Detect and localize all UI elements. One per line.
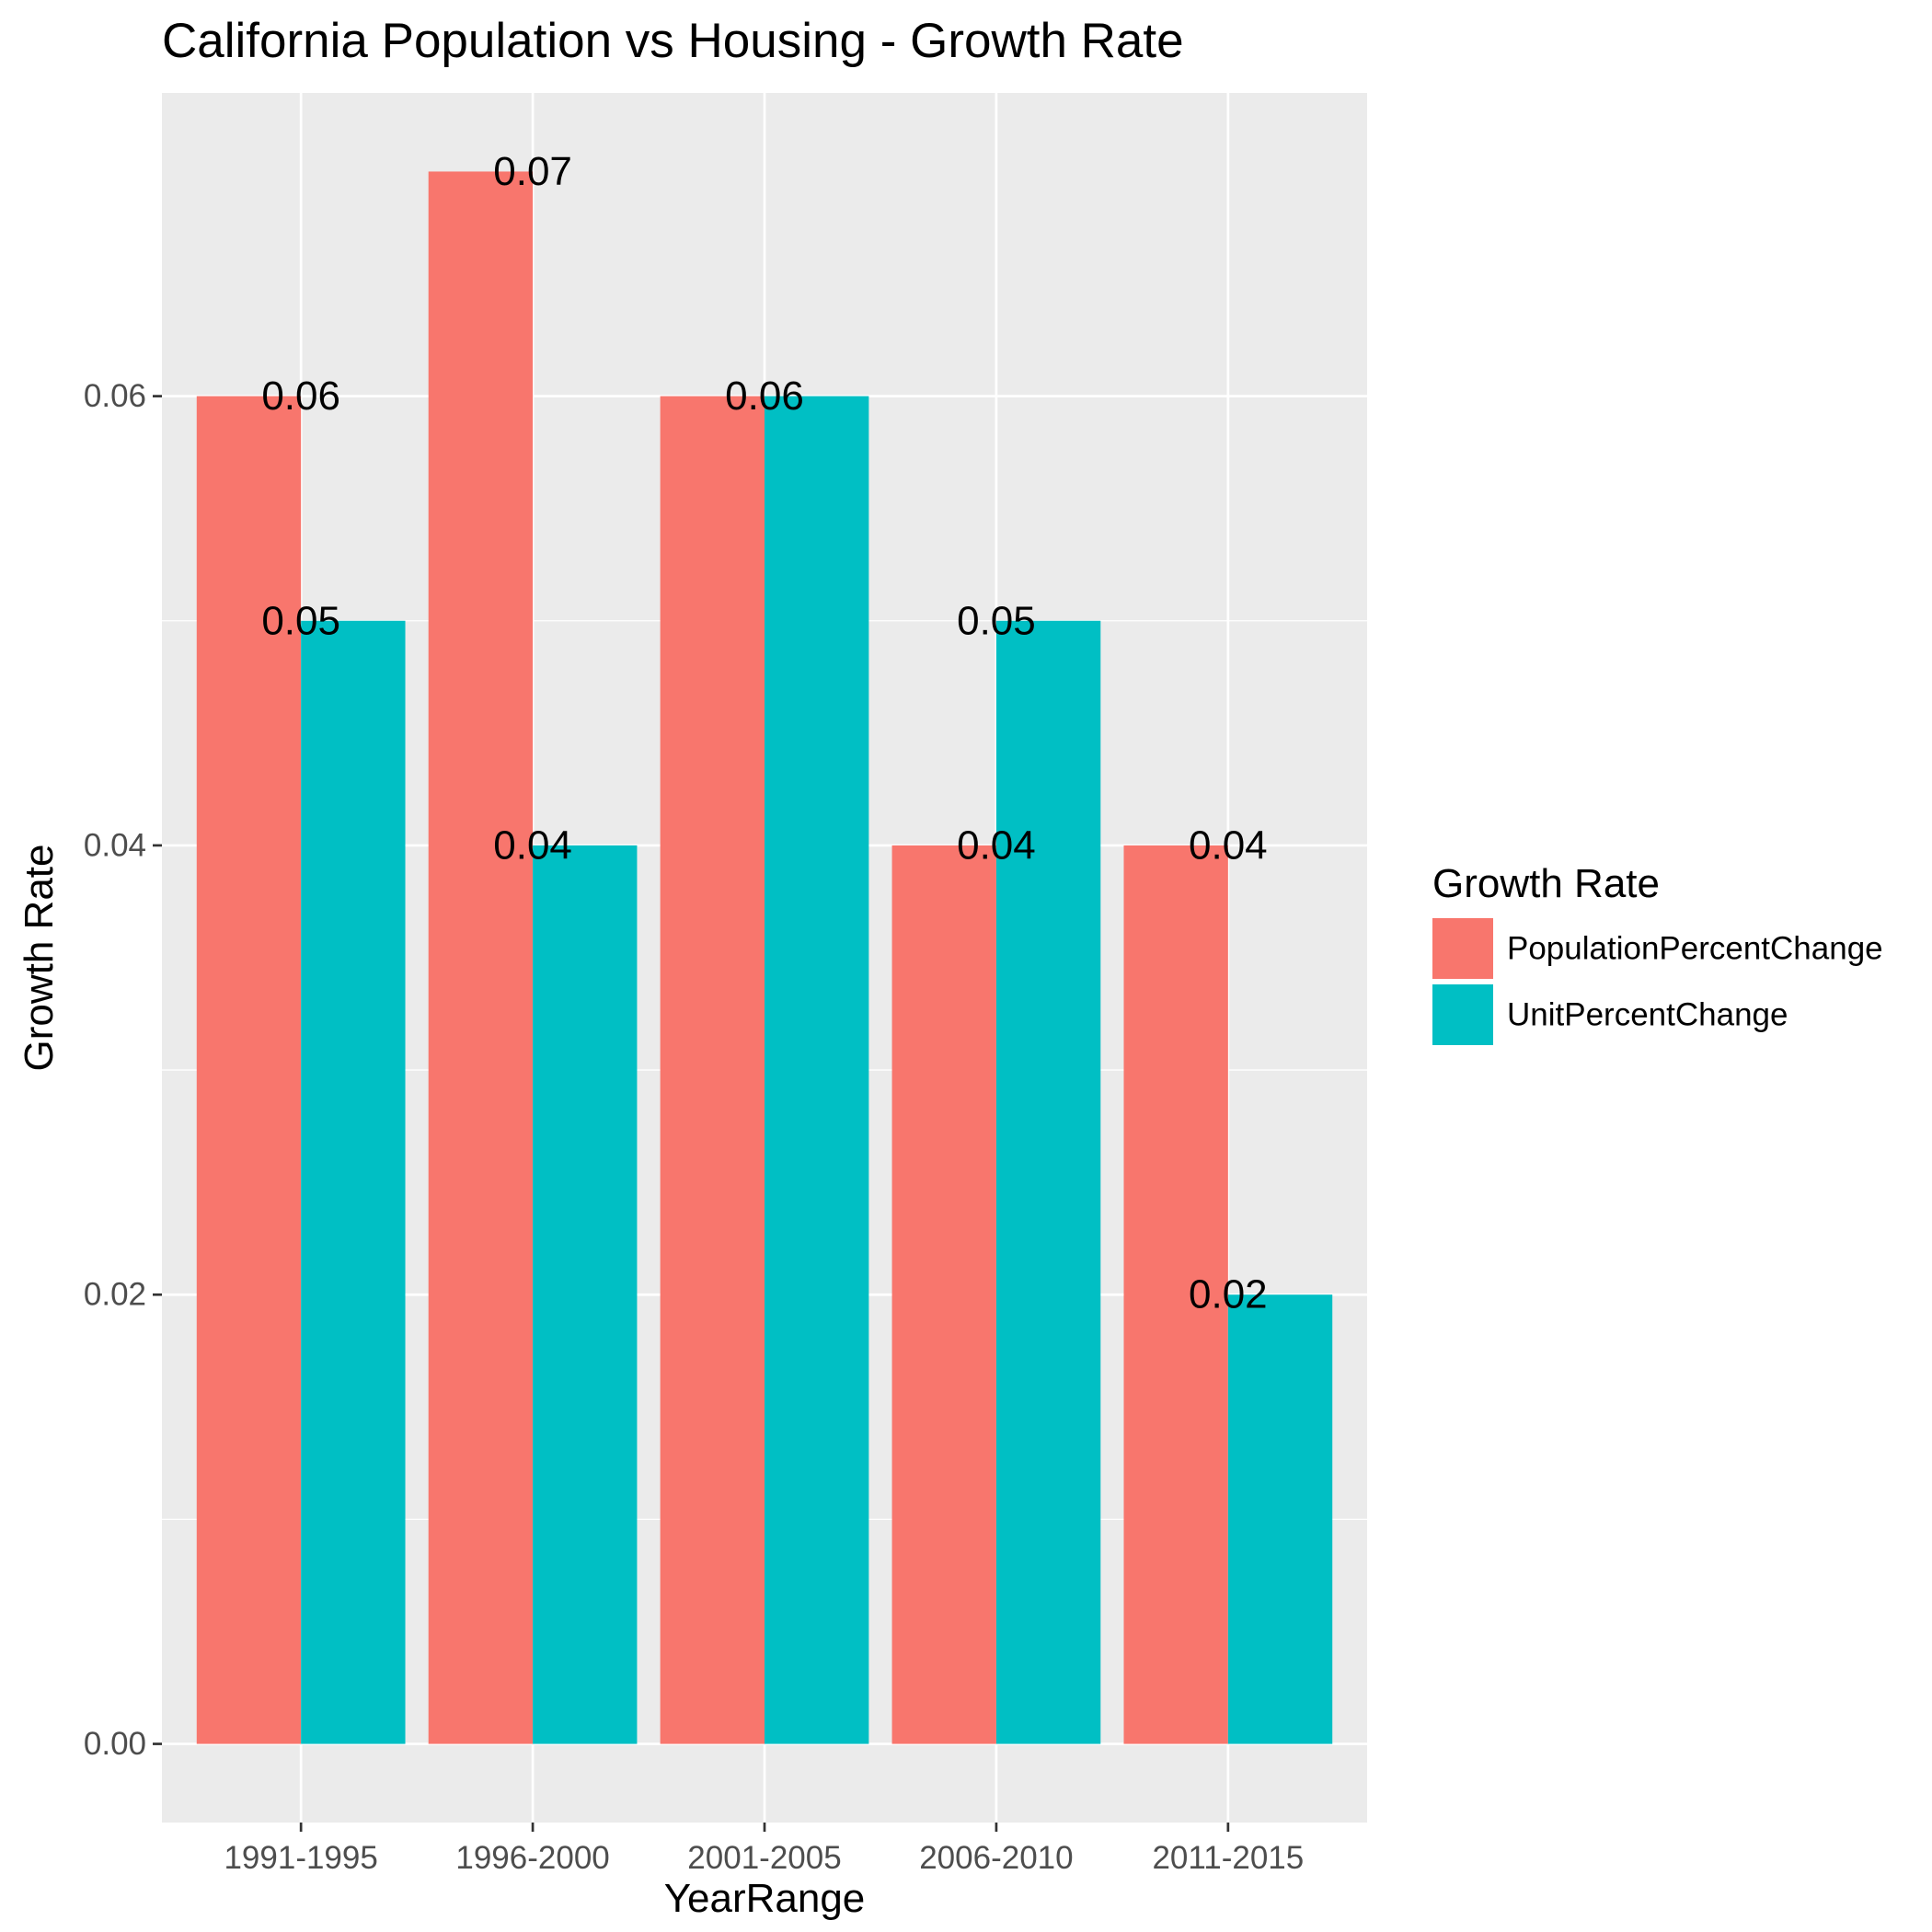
legend-label-UnitPercentChange: UnitPercentChange <box>1507 997 1788 1033</box>
bar-UnitPercentChange-1996-2000 <box>533 845 638 1744</box>
y-axis-title: Growth Rate <box>17 845 62 1072</box>
bar-PopulationPercentChange-2001-2005 <box>660 396 765 1744</box>
legend-key-PopulationPercentChange <box>1432 918 1493 979</box>
legend: Growth Rate PopulationPercentChange UnitP… <box>1432 861 1883 1045</box>
data-label-UnitPercentChange-2011-2015: 0.02 <box>1189 1272 1268 1317</box>
data-label-UnitPercentChange-2001-2005: 0.06 <box>725 374 804 419</box>
x-tick-label: 2011-2015 <box>1152 1840 1304 1876</box>
x-tick-label: 2001-2005 <box>687 1840 841 1876</box>
x-tick-label: 2006-2010 <box>919 1840 1073 1876</box>
legend-items: PopulationPercentChange UnitPercentChange <box>1432 918 1883 1045</box>
data-label-PopulationPercentChange-2006-2010: 0.04 <box>957 822 1036 868</box>
data-label-UnitPercentChange-1991-1995: 0.05 <box>261 598 340 643</box>
legend-label-PopulationPercentChange: PopulationPercentChange <box>1507 931 1883 967</box>
bar-UnitPercentChange-2001-2005 <box>765 396 869 1744</box>
data-label-PopulationPercentChange-1996-2000: 0.07 <box>493 149 572 194</box>
bar-UnitPercentChange-2006-2010 <box>995 620 1101 1744</box>
bar-UnitPercentChange-1991-1995 <box>301 620 406 1744</box>
chart-title: California Population vs Housing - Growt… <box>162 14 1184 68</box>
y-tick-label: 0.00 <box>84 1726 146 1762</box>
bar-PopulationPercentChange-2011-2015 <box>1123 845 1228 1744</box>
x-axis-title: YearRange <box>664 1876 866 1921</box>
bar-UnitPercentChange-2011-2015 <box>1227 1294 1333 1744</box>
bars-layer <box>196 171 1333 1744</box>
data-label-PopulationPercentChange-1991-1995: 0.06 <box>261 374 340 419</box>
legend-title: Growth Rate <box>1432 861 1660 906</box>
y-tick-label: 0.06 <box>84 378 146 414</box>
x-tick-label: 1996-2000 <box>455 1840 609 1876</box>
y-tick-label: 0.04 <box>84 827 146 863</box>
data-labels-layer: 0.06 0.07 0.04 0.04 0.05 0.04 0.06 0.05 0.02 <box>261 149 1267 1317</box>
data-label-PopulationPercentChange-2011-2015: 0.04 <box>1189 822 1268 868</box>
x-axis: 1991-1995 1996-2000 2001-2005 2006-2010 2011… <box>224 1823 1304 1876</box>
bar-PopulationPercentChange-1996-2000 <box>428 171 534 1744</box>
bar-PopulationPercentChange-2006-2010 <box>891 845 996 1744</box>
legend-key-UnitPercentChange <box>1432 984 1493 1045</box>
data-label-UnitPercentChange-1996-2000: 0.04 <box>493 822 572 868</box>
x-tick-label: 1991-1995 <box>224 1840 377 1876</box>
y-tick-label: 0.02 <box>84 1277 146 1313</box>
y-axis: 0.00 0.02 0.04 0.06 <box>84 378 162 1762</box>
bar-PopulationPercentChange-1991-1995 <box>196 396 302 1744</box>
data-label-UnitPercentChange-2006-2010: 0.05 <box>957 598 1036 643</box>
